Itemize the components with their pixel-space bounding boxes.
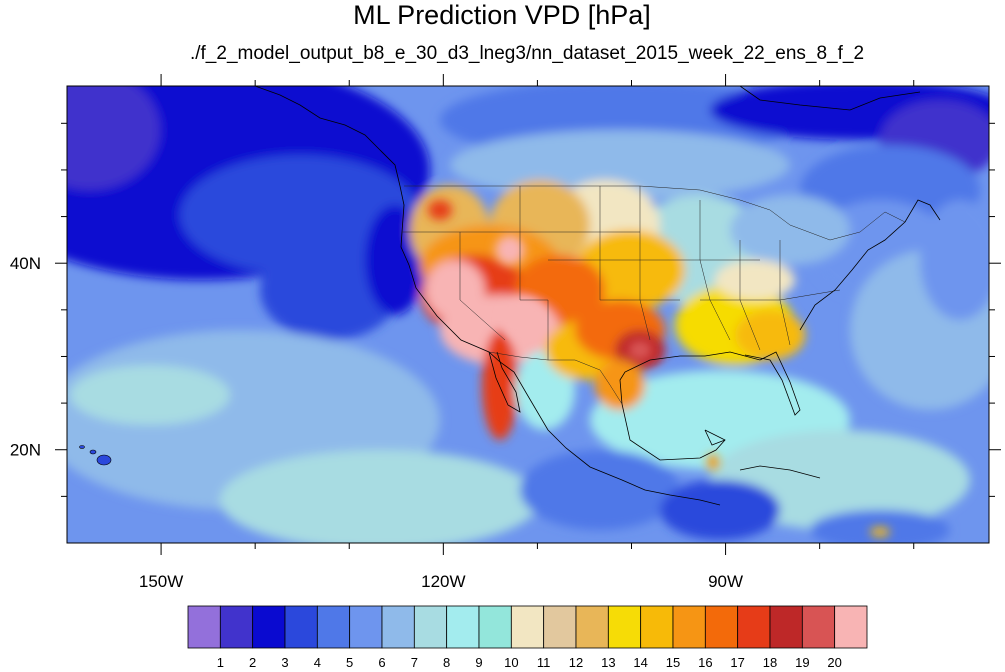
border-states-3: [599, 186, 680, 301]
hawaii-islands: [79, 445, 112, 466]
hawaii-oahu: [79, 445, 85, 449]
colorbar-label: 17: [730, 655, 744, 670]
border-us-canada: [404, 185, 906, 241]
coastline-alaska: [254, 86, 401, 187]
border-states-10: [779, 240, 791, 346]
y-tick-label: 40N: [10, 254, 41, 273]
x-tick-label: 90W: [708, 572, 743, 591]
field-great-lakes: [730, 195, 850, 265]
x-tick-label: 150W: [139, 572, 183, 591]
colorbar-label: 13: [601, 655, 615, 670]
colorbar-label: 19: [795, 655, 809, 670]
field-hotspot-texas: [628, 340, 652, 360]
field-hawaii-band: [70, 365, 230, 425]
colorbar-swatch: [575, 605, 609, 649]
colorbar-swatch: [413, 605, 448, 649]
field-hotspot-utah: [495, 235, 525, 265]
x-tick-label: 120W: [421, 572, 465, 591]
colorbar-label: 3: [281, 655, 288, 670]
coastline-pacific-northwest: [399, 185, 721, 506]
coastline-cuba: [739, 465, 821, 479]
colorbar-label: 20: [827, 655, 841, 670]
colorbar-swatch: [316, 605, 351, 649]
colorbar-swatch: [187, 605, 221, 649]
minor-ticks: [55, 74, 1001, 555]
colorbar-swatch: [219, 605, 254, 649]
colorbar-label: 10: [504, 655, 518, 670]
colorbar-label: 2: [249, 655, 256, 670]
coastline-hudson: [739, 86, 921, 111]
border-states-6: [639, 186, 651, 341]
colorbar-swatch: [834, 605, 868, 649]
colorbar-swatch: [284, 605, 318, 649]
field-north-pacific-coast: [260, 240, 400, 340]
field-hotspots: [428, 200, 890, 537]
field-caribbean-south: [810, 510, 950, 543]
chart-subtitle: ./f_2_model_output_b8_e_30_d3_lneg3/nn_d…: [190, 43, 864, 64]
border-us-mexico: [488, 351, 623, 405]
colorbar-swatch: [704, 605, 739, 649]
field-atlantic-east: [920, 200, 989, 320]
hawaii-maui: [89, 449, 97, 455]
colorbar-swatch: [252, 605, 286, 649]
colorbar-swatch: [446, 605, 480, 649]
colorbar-label: 16: [698, 655, 712, 670]
map-frame: [66, 85, 990, 544]
colorbar-label: 6: [378, 655, 385, 670]
field-hotspot-nevada: [503, 298, 547, 342]
colorbar-label: 1: [217, 655, 224, 670]
colorbar-swatch: [672, 605, 706, 649]
colorbar-swatch: [737, 605, 771, 649]
field-mexico-coast: [520, 450, 680, 530]
colorbar-label: 18: [763, 655, 777, 670]
colorbar-label: 9: [475, 655, 482, 670]
field-hotspot-yucatan: [707, 454, 719, 470]
field-baja-california: [482, 330, 518, 440]
colorbar-swatch: [640, 605, 674, 649]
colorbar-swatch: [543, 605, 577, 649]
field-central-america: [660, 480, 780, 540]
border-states-2: [519, 186, 549, 360]
colorbar-label: 14: [633, 655, 647, 670]
map-borders: [402, 185, 906, 405]
field-hotspot-oregon: [428, 200, 452, 220]
colorbar-swatch: [769, 605, 803, 649]
field-east-pacific-south: [220, 450, 540, 543]
colorbar-label: 8: [443, 655, 450, 670]
field-bering-west: [67, 86, 160, 190]
hawaii-big-island: [96, 454, 112, 466]
colorbar-swatch: [510, 605, 545, 649]
colorbar-label: 5: [346, 655, 353, 670]
x-axis: 150W 120W 90W: [139, 572, 743, 591]
colorbar-label: 11: [537, 655, 551, 670]
map-coastlines: [254, 86, 941, 506]
field-south-texas: [595, 360, 645, 410]
colorbar-label: 15: [666, 655, 680, 670]
coastline-atlantic: [799, 199, 941, 331]
colorbar-swatch: [349, 605, 383, 649]
field-hotspot-cuba: [870, 527, 890, 537]
colorbar-swatch: [478, 605, 512, 649]
field-ohio-valley: [715, 260, 795, 300]
colorbar-swatch: [381, 605, 415, 649]
border-states-7: [699, 200, 731, 341]
coastline-gulf: [619, 351, 801, 416]
field-coastal-pacific: [365, 205, 425, 315]
y-axis: 40N 20N: [10, 254, 41, 460]
colorbar-label: 7: [411, 655, 418, 670]
map-field: [67, 86, 989, 543]
colorbar-label: 12: [569, 655, 583, 670]
colorbar: 1 2 3 4 5 6 7 8 9 10 11 12 13 14 15 16 17 18 19 20: [187, 605, 868, 670]
chart-title: ML Prediction VPD [hPa]: [353, 0, 651, 30]
border-states-4: [459, 232, 506, 341]
coastline-baja: [488, 351, 521, 413]
y-tick-label: 20N: [10, 441, 41, 460]
coastline-yucatan: [704, 429, 726, 446]
colorbar-swatch: [607, 605, 642, 649]
field-southeast-us: [735, 310, 805, 360]
colorbar-swatch: [801, 605, 836, 649]
field-mojave: [425, 260, 485, 320]
colorbar-label: 4: [314, 655, 321, 670]
